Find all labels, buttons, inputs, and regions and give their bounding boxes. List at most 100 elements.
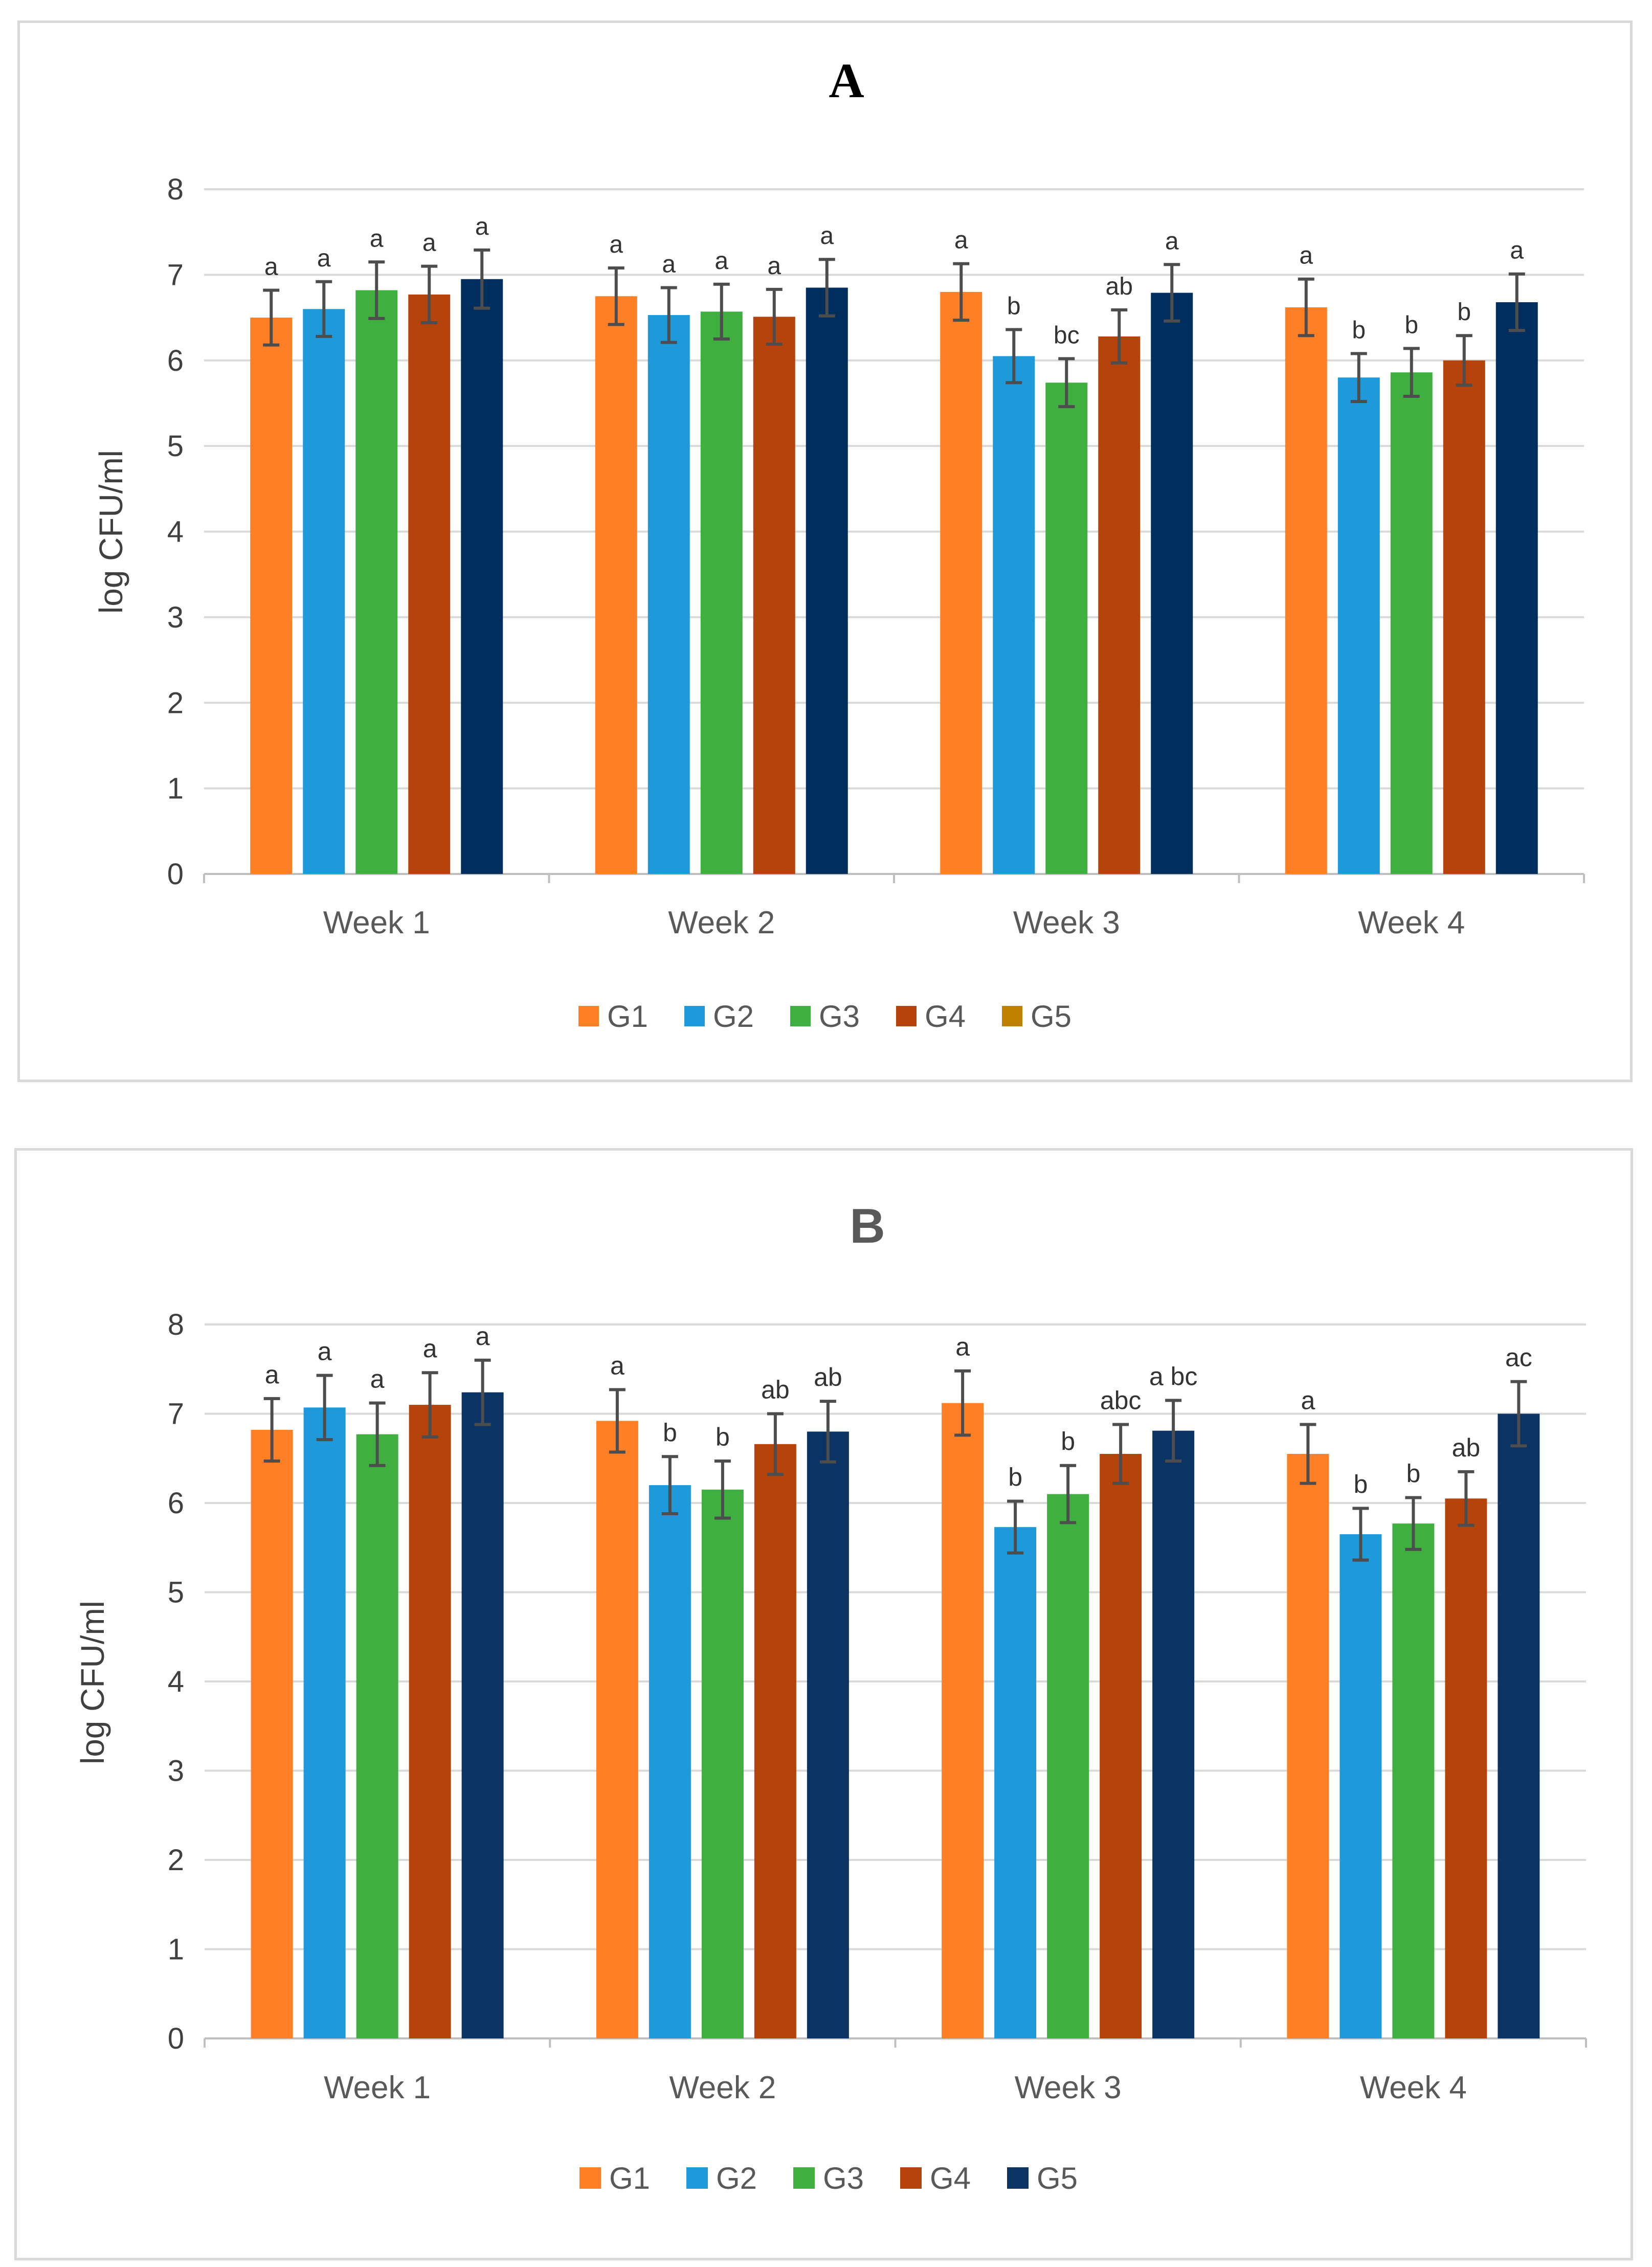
significance-letter: bc bbox=[1054, 322, 1080, 349]
legend-swatch-g3 bbox=[793, 2167, 815, 2189]
x-category-label: Week 2 bbox=[669, 2070, 776, 2105]
y-tick-label: 8 bbox=[168, 1308, 184, 1341]
legend-label-g5: G5 bbox=[1037, 2161, 1078, 2195]
y-tick-label: 3 bbox=[168, 1755, 184, 1788]
bar-g5-week-4 bbox=[1495, 302, 1538, 874]
y-tick-label: 8 bbox=[167, 173, 184, 206]
significance-letter: a bbox=[475, 213, 489, 240]
bar-g2-week-3 bbox=[993, 356, 1035, 874]
significance-letter: a bbox=[370, 1365, 385, 1394]
bar-g1-week-1 bbox=[251, 1429, 293, 2038]
significance-letter: a bbox=[422, 230, 436, 257]
significance-letter: a bbox=[1510, 237, 1524, 264]
bar-g4-week-2 bbox=[754, 1444, 796, 2038]
bar-g5-week-2 bbox=[806, 287, 848, 874]
y-tick-label: 7 bbox=[168, 1398, 184, 1431]
legend-swatch-g5 bbox=[1002, 1006, 1022, 1026]
bar-g1-week-1 bbox=[250, 318, 293, 874]
x-category-label: Week 4 bbox=[1358, 905, 1465, 940]
x-category-label: Week 1 bbox=[323, 905, 430, 940]
significance-letter: ab bbox=[814, 1363, 842, 1391]
legend-label-g2: G2 bbox=[716, 2161, 757, 2195]
significance-letter: b bbox=[663, 1418, 677, 1447]
significance-letter: b bbox=[1353, 1470, 1368, 1498]
y-tick-label: 7 bbox=[167, 258, 184, 291]
significance-letter: a bbox=[423, 1334, 437, 1363]
bar-g1-week-4 bbox=[1287, 1454, 1329, 2038]
y-axis-label: log CFU/ml bbox=[93, 450, 129, 614]
legend-swatch-g1 bbox=[578, 1006, 599, 1026]
significance-letter: a bbox=[715, 248, 728, 275]
legend-swatch-g1 bbox=[579, 2167, 601, 2189]
significance-letter: b bbox=[1008, 1463, 1022, 1492]
bar-g1-week-2 bbox=[596, 1421, 638, 2038]
y-tick-label: 6 bbox=[168, 1487, 184, 1520]
significance-letter: a bbox=[318, 1337, 332, 1365]
significance-letter: ab bbox=[761, 1376, 790, 1404]
legend-swatch-g2 bbox=[684, 1006, 705, 1026]
bar-g2-week-4 bbox=[1337, 377, 1380, 874]
legend-label-g3: G3 bbox=[823, 2161, 864, 2195]
bar-g2-week-2 bbox=[648, 315, 690, 874]
legend-swatch-g5 bbox=[1007, 2167, 1029, 2189]
bar-g5-week-3 bbox=[1151, 293, 1193, 874]
bar-g5-week-3 bbox=[1152, 1430, 1195, 2038]
significance-letter: b bbox=[1061, 1427, 1075, 1456]
y-tick-label: 4 bbox=[168, 1665, 184, 1698]
bar-g2-week-1 bbox=[303, 309, 345, 874]
significance-letter: b bbox=[1352, 317, 1366, 344]
chart-title: B bbox=[850, 1199, 885, 1253]
significance-letter: a bbox=[370, 225, 384, 252]
significance-letter: a bbox=[820, 222, 834, 250]
bar-g2-week-3 bbox=[994, 1527, 1037, 2038]
significance-letter: a bbox=[317, 245, 331, 272]
bar-g5-week-1 bbox=[461, 1392, 504, 2038]
significance-letter: a bc bbox=[1149, 1362, 1198, 1390]
y-tick-label: 0 bbox=[168, 2022, 184, 2055]
x-category-label: Week 1 bbox=[324, 2070, 431, 2105]
bar-g4-week-3 bbox=[1098, 336, 1141, 874]
significance-letter: b bbox=[1404, 311, 1418, 339]
y-axis-label: log CFU/ml bbox=[74, 1601, 111, 1764]
significance-letter: a bbox=[955, 1333, 970, 1361]
legend-label-g5: G5 bbox=[1031, 999, 1071, 1034]
significance-letter: ab bbox=[1452, 1433, 1481, 1462]
y-tick-label: 5 bbox=[167, 430, 184, 463]
x-category-label: Week 3 bbox=[1013, 905, 1120, 940]
bar-g3-week-3 bbox=[1045, 383, 1088, 874]
significance-letter: a bbox=[609, 231, 623, 258]
bar-g3-week-4 bbox=[1390, 372, 1433, 874]
legend-swatch-g4 bbox=[896, 1006, 917, 1026]
bar-g5-week-1 bbox=[461, 279, 503, 874]
y-tick-label: 5 bbox=[168, 1576, 184, 1609]
bar-g1-week-4 bbox=[1285, 307, 1327, 874]
y-tick-label: 1 bbox=[168, 1933, 184, 1966]
x-category-label: Week 3 bbox=[1015, 2070, 1122, 2105]
y-tick-label: 2 bbox=[167, 686, 184, 720]
significance-letter: a bbox=[1165, 228, 1179, 255]
chart-title: A bbox=[829, 53, 864, 108]
significance-letter: abc bbox=[1100, 1386, 1142, 1415]
bar-g5-week-4 bbox=[1498, 1413, 1540, 2038]
significance-letter: b bbox=[1457, 299, 1471, 326]
legend-swatch-g3 bbox=[790, 1006, 811, 1026]
significance-letter: a bbox=[954, 227, 968, 254]
legend-swatch-g4 bbox=[900, 2167, 922, 2189]
bar-g3-week-1 bbox=[355, 290, 398, 874]
bar-g3-week-2 bbox=[700, 311, 743, 874]
significance-letter: ac bbox=[1505, 1343, 1532, 1372]
y-tick-label: 2 bbox=[168, 1844, 184, 1877]
bar-g1-week-3 bbox=[940, 291, 983, 874]
legend-label-g1: G1 bbox=[607, 999, 648, 1034]
legend-label-g4: G4 bbox=[925, 999, 966, 1034]
bar-g4-week-2 bbox=[753, 317, 795, 874]
legend-label-g2: G2 bbox=[713, 999, 754, 1034]
significance-letter: ab bbox=[1106, 273, 1133, 300]
bar-g3-week-3 bbox=[1047, 1494, 1089, 2038]
significance-letter: b bbox=[716, 1423, 730, 1451]
legend-label-g1: G1 bbox=[609, 2161, 650, 2195]
